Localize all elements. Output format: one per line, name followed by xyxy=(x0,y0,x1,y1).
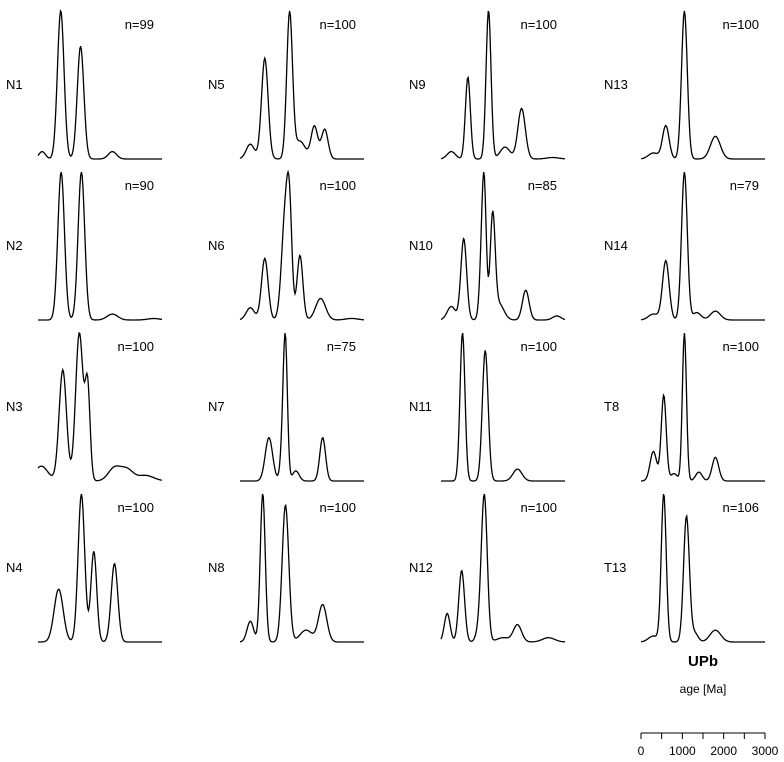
panel-name-label: T8 xyxy=(604,399,619,414)
panel-n9: N9 n=100 xyxy=(409,10,566,160)
density-curve xyxy=(640,10,765,160)
panel-count-label: n=100 xyxy=(319,178,356,193)
density-curve xyxy=(440,10,566,160)
panel-n5: N5 n=100 xyxy=(208,10,364,160)
panel-t13: T13 n=106 xyxy=(604,493,765,643)
panel-n3: N3 n=100 xyxy=(6,331,163,482)
density-curve xyxy=(37,8,162,160)
panel-name-label: N1 xyxy=(6,77,23,92)
x-axis: 0 1000 2000 3000 xyxy=(638,732,779,758)
panel-count-label: n=100 xyxy=(520,339,557,354)
panel-name-label: N11 xyxy=(409,399,432,414)
panel-count-label: n=100 xyxy=(520,500,557,515)
panel-name-label: N10 xyxy=(409,238,433,253)
density-curve xyxy=(38,171,163,321)
panel-n2: N2 n=90 xyxy=(6,171,163,321)
panel-name-label: N8 xyxy=(208,560,225,575)
panel-n13: N13 n=100 xyxy=(604,10,765,160)
panel-name-label: N13 xyxy=(604,77,628,92)
density-curve xyxy=(38,493,162,643)
panel-count-label: n=100 xyxy=(319,17,356,32)
x-axis-ticks: 0 1000 2000 3000 xyxy=(638,733,779,758)
panel-name-label: N3 xyxy=(6,399,23,414)
panel-n7: N7 n=75 xyxy=(208,332,364,482)
panel-count-label: n=85 xyxy=(528,178,557,193)
panel-n14: N14 n=79 xyxy=(604,171,765,321)
panel-n12: N12 n=100 xyxy=(409,493,566,643)
x-tick-label: 1000 xyxy=(669,744,696,758)
panel-n4: N4 n=100 xyxy=(6,493,162,643)
density-curve xyxy=(640,332,765,482)
density-curve xyxy=(640,171,765,321)
panel-count-label: n=100 xyxy=(722,17,759,32)
panel-grid: N1 n=99 N2 n=90 N3 n=100 N4 n=100 N5 n=100 N6 n=100… xyxy=(6,8,765,643)
panel-n11: N11 n=100 xyxy=(409,332,565,482)
panel-count-label: n=100 xyxy=(117,500,154,515)
panel-count-label: n=100 xyxy=(319,500,356,515)
panel-n1: N1 n=99 xyxy=(6,8,162,160)
panel-count-label: n=75 xyxy=(327,339,356,354)
x-tick-label: 2000 xyxy=(710,744,737,758)
panel-count-label: n=90 xyxy=(125,178,154,193)
panel-name-label: T13 xyxy=(604,560,626,575)
panel-name-label: N9 xyxy=(409,77,426,92)
panel-name-label: N14 xyxy=(604,238,628,253)
panel-count-label: n=100 xyxy=(117,339,154,354)
panel-t8: T8 n=100 xyxy=(604,332,765,482)
panel-n8: N8 n=100 xyxy=(208,493,364,643)
panel-name-label: N7 xyxy=(208,399,225,414)
panel-name-label: N2 xyxy=(6,238,23,253)
panel-count-label: n=79 xyxy=(730,178,759,193)
density-curve xyxy=(239,169,365,321)
panel-n6: N6 n=100 xyxy=(208,169,365,321)
density-curve xyxy=(640,493,765,643)
density-curve xyxy=(239,10,364,160)
panel-name-label: N4 xyxy=(6,560,23,575)
chart-title: UPb xyxy=(688,653,718,670)
density-curve xyxy=(240,332,364,482)
panel-count-label: n=99 xyxy=(125,17,154,32)
panel-count-label: n=106 xyxy=(722,500,759,515)
panel-name-label: N12 xyxy=(409,560,433,575)
density-curve xyxy=(37,331,163,482)
density-curve xyxy=(440,171,566,321)
density-curve xyxy=(440,493,566,643)
panel-count-label: n=100 xyxy=(520,17,557,32)
x-tick-label: 0 xyxy=(638,744,645,758)
panel-count-label: n=100 xyxy=(722,339,759,354)
panel-name-label: N6 xyxy=(208,238,225,253)
density-curve xyxy=(239,493,364,643)
x-tick-label: 3000 xyxy=(752,744,779,758)
panel-name-label: N5 xyxy=(208,77,225,92)
density-curve xyxy=(441,332,565,482)
x-axis-label: age [Ma] xyxy=(680,682,727,696)
panel-n10: N10 n=85 xyxy=(409,171,566,321)
